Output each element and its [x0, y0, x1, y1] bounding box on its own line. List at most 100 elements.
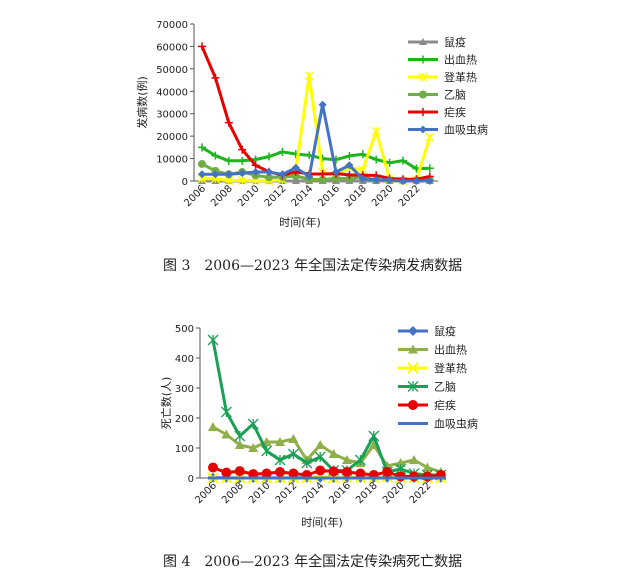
data-point-乙脑-2006: [198, 159, 206, 168]
data-point-血吸虫病-2017: [355, 476, 366, 480]
series-血吸虫病: [208, 476, 446, 480]
data-point-乙脑-2010: [261, 445, 273, 457]
legend-marker-疟疾: [419, 108, 427, 116]
legend-marker-血吸虫病: [419, 125, 427, 134]
data-point-乙脑-2007: [220, 406, 232, 418]
data-point-血吸虫病-2010: [261, 476, 272, 480]
data-point-出血热-2011: [275, 437, 285, 446]
data-point-血吸虫病-2008: [224, 170, 233, 179]
y-axis-label: 死亡数(人): [159, 377, 173, 430]
legend-marker-乙脑: [419, 90, 427, 99]
series-出血热: [198, 143, 434, 173]
data-point-疟疾-2007: [221, 467, 232, 478]
data-point-出血热-2008: [234, 440, 245, 449]
data-point-疟疾-2017: [345, 170, 354, 179]
chart-1: 0100002000030000400005000060000700002006…: [135, 20, 488, 229]
x-tick-label: 2016: [316, 183, 342, 209]
data-point-血吸虫病-2013: [291, 163, 300, 172]
data-point-出血热-2014: [315, 440, 326, 449]
data-point-血吸虫病-2012: [278, 170, 287, 179]
data-point-血吸虫病-2006: [208, 476, 218, 480]
data-point-出血热-2012: [278, 147, 287, 156]
data-point-出血热-2018: [358, 150, 367, 159]
data-point-血吸虫病-2010: [251, 168, 260, 177]
data-point-出血热-2008: [224, 156, 233, 165]
data-point-血吸虫病-2018: [358, 174, 367, 183]
x-tick-label: 2010: [247, 480, 273, 506]
y-tick-label: 30000: [156, 110, 188, 121]
data-point-登革热-2023: [425, 132, 435, 142]
y-tick-label: 20000: [156, 132, 188, 143]
data-point-鼠疫-2013: [291, 176, 300, 184]
data-point-出血热-2009: [238, 156, 247, 165]
data-point-出血热-2019: [372, 155, 381, 164]
x-tick-label: 2022: [408, 480, 434, 506]
data-point-乙脑-2017: [354, 454, 366, 466]
data-point-出血热-2007: [221, 429, 232, 439]
data-point-血吸虫病-2015: [318, 100, 327, 109]
legend-marker-出血热: [419, 55, 427, 64]
legend-label-血吸虫病: 血吸虫病: [444, 123, 488, 137]
data-point-疟疾-2012: [288, 468, 299, 479]
series-line-登革热: [202, 74, 432, 183]
data-point-登革热-2019: [371, 126, 381, 136]
data-point-血吸虫病-2007: [221, 476, 232, 480]
data-point-出血热-2015: [328, 449, 339, 458]
x-tick-label: 2016: [327, 480, 353, 506]
data-point-血吸虫病-2014: [315, 476, 326, 480]
data-point-出血热-2017: [345, 151, 354, 160]
y-tick-label: 100: [175, 444, 194, 455]
x-axis-label: 时间(年): [301, 515, 343, 529]
x-tick-label: 2018: [354, 480, 380, 506]
series-出血热: [208, 422, 446, 476]
x-tick-label: 2014: [301, 480, 327, 506]
data-point-血吸虫病-2016: [332, 168, 340, 177]
y-tick-label: 10000: [156, 155, 188, 166]
data-point-出血热-2021: [399, 156, 407, 165]
data-point-出血热-2020: [385, 158, 394, 167]
data-point-出血热-2020: [395, 458, 406, 467]
data-point-乙脑-2012: [287, 448, 299, 460]
legend-label-鼠疫: 鼠疫: [444, 35, 466, 49]
y-tick-label: 200: [175, 414, 194, 425]
x-tick-label: 2022: [397, 183, 423, 209]
data-point-血吸虫病-2016: [342, 476, 352, 480]
x-axis-label: 时间(年): [279, 215, 321, 229]
data-point-乙脑-2014: [314, 451, 326, 463]
series-line-出血热: [201, 146, 430, 171]
data-point-血吸虫病-2009: [238, 169, 247, 178]
data-point-血吸虫病-2015: [328, 476, 339, 480]
data-point-血吸虫病-2017: [345, 161, 354, 170]
data-point-登革热-2014: [304, 71, 314, 81]
data-point-乙脑-2009: [247, 418, 259, 430]
legend-marker-登革热: [407, 362, 419, 374]
legend-marker-血吸虫病: [408, 422, 418, 425]
legend-marker-出血热: [408, 344, 418, 354]
data-point-出血热-2006: [208, 422, 218, 431]
data-point-血吸虫病-2022: [412, 176, 421, 185]
y-tick-label: 60000: [156, 42, 188, 53]
legend-label-登革热: 登革热: [444, 70, 477, 84]
data-point-血吸虫病-2020: [385, 175, 394, 184]
data-point-血吸虫病-2022: [422, 476, 433, 480]
y-tick-label: 70000: [156, 20, 188, 31]
data-point-出血热-2012: [288, 434, 299, 443]
data-point-血吸虫病-2007: [211, 170, 220, 179]
y-axis-label: 发病数(例): [135, 76, 149, 129]
data-point-血吸虫病-2013: [301, 476, 312, 480]
x-tick-label: 2018: [343, 183, 369, 209]
legend-marker-鼠疫: [408, 326, 418, 336]
data-point-疟疾-2010: [261, 468, 272, 479]
data-point-疟疾-2017: [355, 468, 366, 479]
data-point-疟疾-2014: [315, 465, 326, 476]
data-point-疟疾-2008: [224, 118, 233, 127]
legend-marker-疟疾: [408, 400, 418, 410]
legend-label-乙脑: 乙脑: [434, 381, 456, 394]
data-point-血吸虫病-2020: [395, 476, 406, 480]
data-point-乙脑-2013: [301, 457, 313, 469]
data-point-血吸虫病-2023: [435, 476, 446, 480]
series-登革热: [197, 71, 435, 186]
x-tick-label: 2010: [236, 183, 262, 209]
legend-marker-登革热: [418, 72, 428, 82]
